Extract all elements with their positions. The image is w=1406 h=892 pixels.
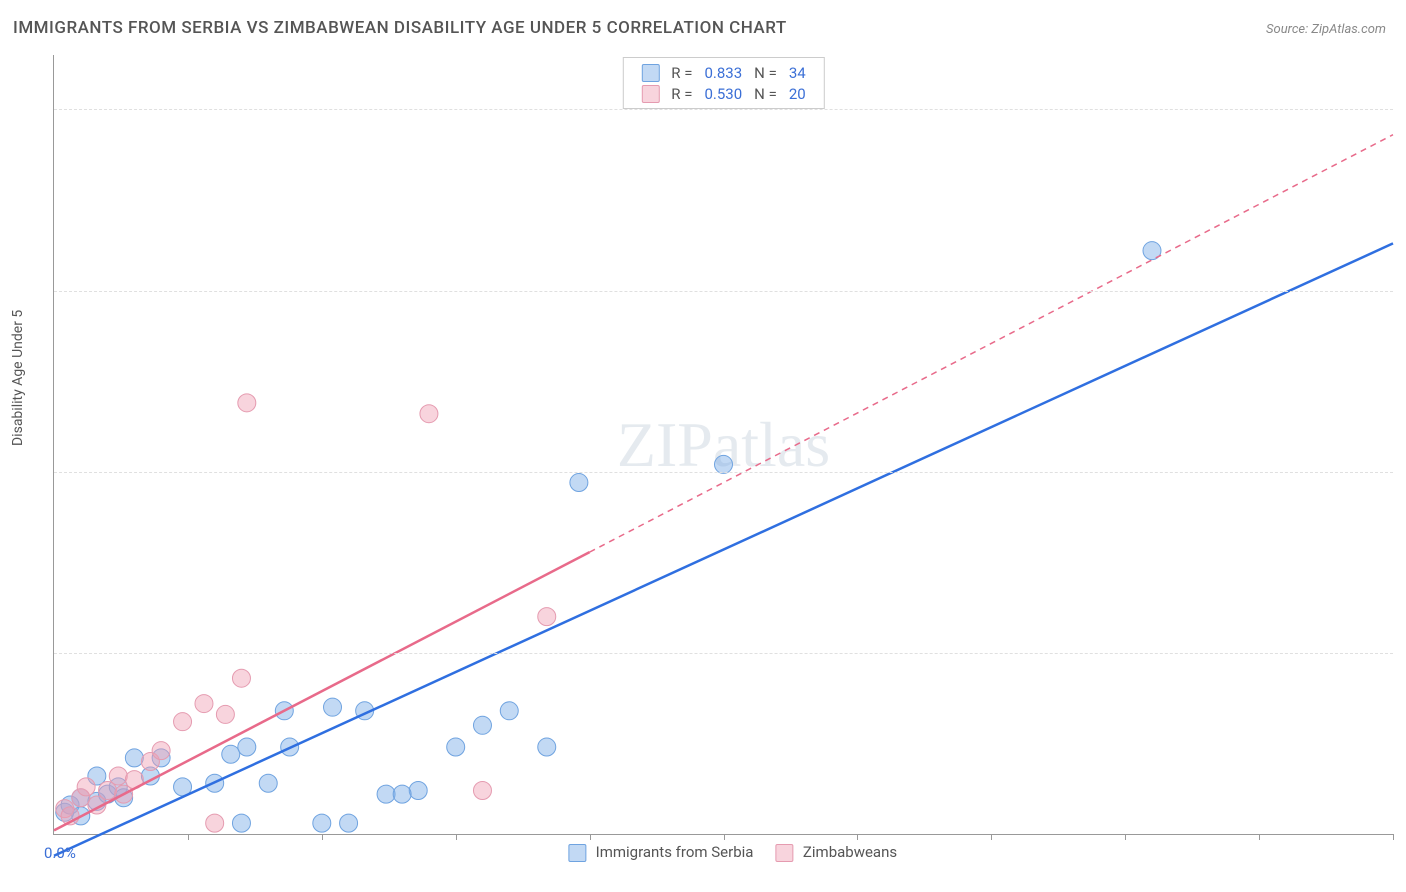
r-value-serbia: 0.833: [698, 62, 748, 83]
data-point-serbia: [538, 738, 556, 756]
swatch-serbia: [641, 64, 659, 82]
n-value-serbia: 34: [783, 62, 812, 83]
data-point-serbia: [409, 782, 427, 800]
data-point-serbia: [324, 698, 342, 716]
x-tick: [456, 834, 457, 840]
data-point-serbia: [222, 745, 240, 763]
legend-row-serbia: R = 0.833 N = 34: [635, 62, 811, 83]
data-point-serbia: [232, 814, 250, 832]
data-point-zimbabwe: [538, 608, 556, 626]
n-label: N =: [748, 62, 783, 83]
data-point-serbia: [447, 738, 465, 756]
x-tick: [724, 834, 725, 840]
data-point-zimbabwe: [152, 742, 170, 760]
x-tick: [991, 834, 992, 840]
data-point-zimbabwe: [195, 695, 213, 713]
n-value-zimbabwe: 20: [783, 83, 812, 104]
swatch-serbia: [568, 844, 586, 862]
x-tick: [188, 834, 189, 840]
chart-title: IMMIGRANTS FROM SERBIA VS ZIMBABWEAN DIS…: [13, 18, 787, 38]
data-point-serbia: [313, 814, 331, 832]
data-point-serbia: [340, 814, 358, 832]
y-axis-title: Disability Age Under 5: [10, 310, 26, 446]
data-point-zimbabwe: [473, 782, 491, 800]
series-label-serbia: Immigrants from Serbia: [596, 843, 754, 861]
x-origin-label: 0.0%: [44, 844, 76, 862]
series-label-zimbabwe: Zimbabweans: [803, 843, 897, 861]
data-point-zimbabwe: [77, 778, 95, 796]
data-point-zimbabwe: [174, 713, 192, 731]
data-point-zimbabwe: [109, 767, 127, 785]
gridline: [54, 472, 1393, 473]
trend-line-zimbabwe-extrapolated: [590, 135, 1393, 552]
trend-line-zimbabwe: [54, 552, 590, 830]
chart-svg: [54, 55, 1393, 834]
data-point-serbia: [377, 785, 395, 803]
gridline: [54, 653, 1393, 654]
x-tick: [1393, 834, 1394, 840]
legend-row-zimbabwe: R = 0.530 N = 20: [635, 83, 811, 104]
data-point-serbia: [238, 738, 256, 756]
x-tick: [1259, 834, 1260, 840]
data-point-zimbabwe: [232, 669, 250, 687]
gridline: [54, 291, 1393, 292]
x-tick: [322, 834, 323, 840]
data-point-serbia: [393, 785, 411, 803]
gridline: [54, 109, 1393, 110]
data-point-serbia: [259, 774, 277, 792]
series-legend: Immigrants from Serbia Zimbabweans: [550, 843, 897, 862]
trend-line-serbia: [54, 243, 1393, 855]
x-tick: [590, 834, 591, 840]
correlation-legend: R = 0.833 N = 34 R = 0.530 N = 20: [622, 57, 824, 109]
data-point-serbia: [125, 749, 143, 767]
r-label: R =: [665, 83, 698, 104]
r-label: R =: [665, 62, 698, 83]
x-tick: [1125, 834, 1126, 840]
swatch-zimbabwe: [775, 844, 793, 862]
n-label: N =: [748, 83, 783, 104]
data-point-zimbabwe: [420, 405, 438, 423]
correlation-table: R = 0.833 N = 34 R = 0.530 N = 20: [635, 62, 811, 104]
data-point-zimbabwe: [206, 814, 224, 832]
data-point-serbia: [570, 474, 588, 492]
data-point-zimbabwe: [216, 705, 234, 723]
data-point-serbia: [500, 702, 518, 720]
data-point-zimbabwe: [238, 394, 256, 412]
source-attribution: Source: ZipAtlas.com: [1266, 22, 1386, 37]
x-tick: [857, 834, 858, 840]
plot-area: ZIPatlas R = 0.833 N = 34 R = 0.530 N = …: [53, 55, 1393, 835]
swatch-zimbabwe: [641, 85, 659, 103]
data-point-serbia: [473, 716, 491, 734]
r-value-zimbabwe: 0.530: [698, 83, 748, 104]
